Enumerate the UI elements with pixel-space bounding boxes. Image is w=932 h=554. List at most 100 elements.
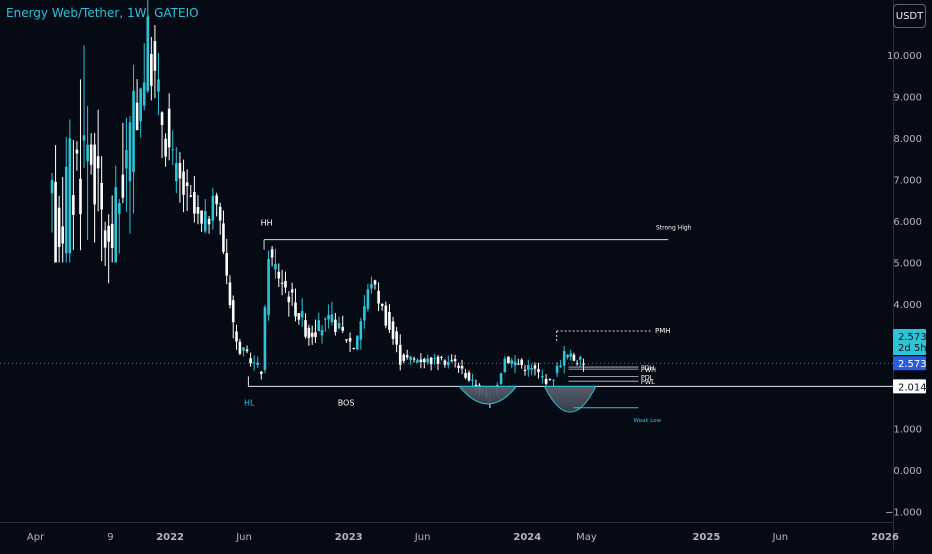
- y-tick-label: 0.000: [893, 466, 922, 477]
- candle-body: [523, 369, 527, 371]
- candle-body: [118, 202, 121, 214]
- pwl-label: PWL: [641, 378, 655, 386]
- candle-body: [61, 226, 64, 244]
- candle-body: [310, 332, 314, 337]
- candle-body: [544, 378, 548, 384]
- candle-body: [384, 305, 388, 326]
- price-line-badge: [893, 356, 926, 371]
- candle-body: [256, 362, 260, 366]
- price-line-value: 2.573: [898, 359, 927, 370]
- candle-body: [562, 351, 566, 366]
- candle-body: [304, 320, 307, 337]
- candle-body: [409, 356, 412, 360]
- candle-body: [287, 296, 291, 303]
- cup-right: [543, 385, 597, 413]
- candles-layer: [50, 0, 585, 409]
- x-tick-label: May: [576, 532, 597, 543]
- candle-body: [317, 320, 321, 332]
- candle-body: [569, 353, 573, 357]
- candle-body: [274, 264, 277, 270]
- candle-body: [412, 358, 416, 360]
- candle-body: [135, 102, 139, 131]
- countdown-value: 2d 5h: [898, 343, 927, 354]
- candle-body: [327, 314, 330, 320]
- candle-body: [356, 335, 359, 350]
- candle-body: [517, 363, 520, 365]
- candle-body: [555, 365, 559, 373]
- candle-body: [527, 365, 530, 370]
- candle-body: [72, 195, 75, 215]
- candle-body: [297, 313, 301, 320]
- candle-body: [370, 283, 373, 289]
- chart-title: Energy Web/Tether, 1W, GATEIO: [6, 6, 199, 20]
- candle-body: [395, 331, 398, 345]
- candle-body: [419, 359, 423, 363]
- candle-body: [513, 361, 517, 366]
- candle-body: [150, 54, 153, 86]
- candle-body: [388, 311, 391, 330]
- candle-body: [185, 182, 189, 187]
- candle-body: [450, 360, 454, 362]
- candle-body: [128, 122, 132, 182]
- candle-body: [402, 354, 406, 361]
- candle-body: [334, 319, 337, 332]
- y-tick-label: 1.000: [893, 425, 922, 436]
- candle-body: [552, 379, 555, 381]
- candle-body: [507, 356, 510, 364]
- x-tick-label: Jun: [235, 532, 252, 543]
- candle-body: [203, 211, 207, 232]
- y-tick-label: 7.000: [893, 176, 922, 187]
- candle-body: [314, 332, 317, 338]
- y-tick-label: 5.000: [893, 259, 922, 270]
- candle-body: [86, 144, 89, 162]
- candle-body: [366, 289, 370, 309]
- candle-body: [503, 358, 507, 373]
- candle-body: [300, 311, 304, 318]
- candle-body: [359, 321, 363, 340]
- candle-body: [252, 362, 256, 364]
- candle-body: [363, 306, 366, 321]
- candle-body: [582, 363, 585, 365]
- candle-body: [405, 355, 409, 358]
- candle-body: [537, 368, 540, 373]
- candle-body: [82, 135, 86, 141]
- candle-body: [142, 82, 146, 106]
- candle-body: [337, 323, 341, 329]
- candle-body: [453, 359, 457, 362]
- hl-label: HL: [244, 398, 255, 407]
- candle-body: [520, 359, 523, 366]
- candle-body: [218, 206, 222, 221]
- candle-body: [231, 300, 235, 323]
- candle-body: [540, 375, 544, 378]
- candle-body: [103, 230, 107, 248]
- candle-body: [164, 138, 167, 157]
- x-tick-label: 2022: [156, 532, 184, 543]
- candle-body: [533, 365, 537, 369]
- candle-body: [436, 356, 440, 364]
- candle-body: [193, 191, 196, 214]
- candle-body: [433, 357, 436, 359]
- candle-body: [443, 360, 447, 365]
- last-price-badge: [893, 328, 926, 355]
- candle-body: [548, 378, 552, 380]
- strong-high-label: Strong High: [656, 225, 692, 232]
- candle-body: [380, 303, 384, 307]
- candle-body: [228, 282, 232, 306]
- candle-body: [167, 108, 171, 148]
- candle-body: [267, 259, 270, 316]
- candle-body: [348, 337, 352, 342]
- y-tick-label: 6.000: [893, 217, 922, 228]
- candle-body: [345, 339, 348, 341]
- currency-button[interactable]: USDT: [893, 4, 926, 28]
- candle-body: [559, 365, 562, 368]
- candle-body: [572, 354, 576, 361]
- candle-body: [235, 331, 238, 342]
- x-tick-label: 2024: [513, 532, 541, 543]
- candle-body: [578, 357, 582, 360]
- x-tick-label: 2026: [871, 532, 899, 543]
- last-price-value: 2.573: [898, 332, 927, 343]
- candle-body: [96, 156, 100, 169]
